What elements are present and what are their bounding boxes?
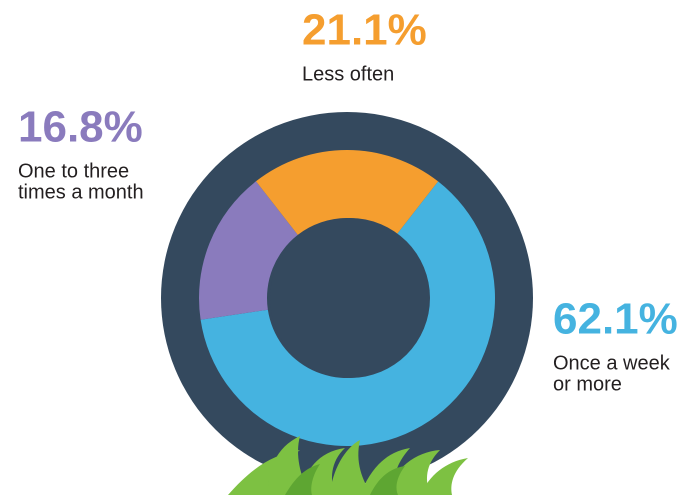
percent-label: 62.1%	[553, 295, 678, 344]
percent-label: 16.8%	[18, 103, 143, 152]
donut-segment	[255, 150, 439, 235]
donut-segment	[199, 181, 298, 320]
donut-segment	[200, 181, 495, 447]
category-label: Once a week	[553, 352, 671, 374]
donut	[199, 150, 495, 447]
percent-label: 21.1%	[302, 6, 427, 55]
category-label: times a month	[18, 181, 144, 203]
grass	[228, 436, 468, 495]
donut-hole	[270, 218, 430, 378]
category-label: Less often	[302, 63, 394, 85]
category-label: or more	[553, 373, 622, 395]
category-label: One to three	[18, 160, 129, 182]
grass-shade	[285, 464, 405, 495]
